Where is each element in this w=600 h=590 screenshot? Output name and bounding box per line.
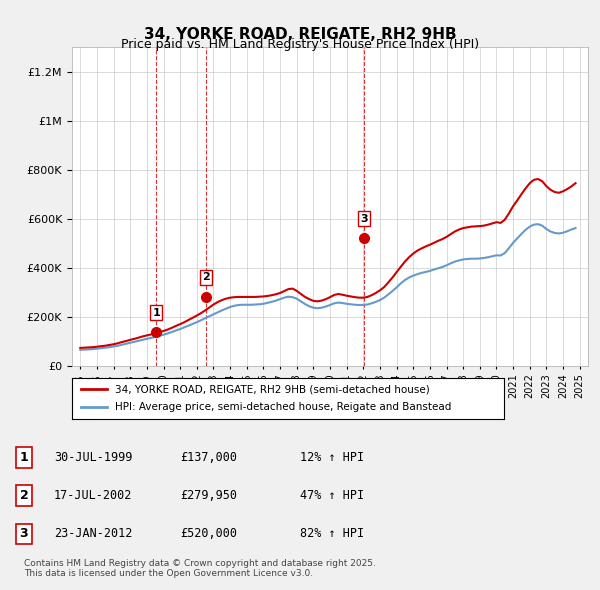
Text: 34, YORKE ROAD, REIGATE, RH2 9HB: 34, YORKE ROAD, REIGATE, RH2 9HB	[143, 27, 457, 41]
Text: 82% ↑ HPI: 82% ↑ HPI	[300, 527, 364, 540]
Text: £137,000: £137,000	[180, 451, 237, 464]
Text: 30-JUL-1999: 30-JUL-1999	[54, 451, 133, 464]
Text: 2: 2	[20, 489, 28, 502]
Text: 12% ↑ HPI: 12% ↑ HPI	[300, 451, 364, 464]
Text: 23-JAN-2012: 23-JAN-2012	[54, 527, 133, 540]
Text: £279,950: £279,950	[180, 489, 237, 502]
Text: 34, YORKE ROAD, REIGATE, RH2 9HB (semi-detached house): 34, YORKE ROAD, REIGATE, RH2 9HB (semi-d…	[115, 384, 430, 394]
Text: Price paid vs. HM Land Registry's House Price Index (HPI): Price paid vs. HM Land Registry's House …	[121, 38, 479, 51]
Text: 1: 1	[20, 451, 28, 464]
Text: 47% ↑ HPI: 47% ↑ HPI	[300, 489, 364, 502]
Text: 1: 1	[152, 307, 160, 317]
Text: 2: 2	[202, 273, 210, 283]
Text: £520,000: £520,000	[180, 527, 237, 540]
Text: Contains HM Land Registry data © Crown copyright and database right 2025.
This d: Contains HM Land Registry data © Crown c…	[24, 559, 376, 578]
Text: 3: 3	[361, 214, 368, 224]
Text: HPI: Average price, semi-detached house, Reigate and Banstead: HPI: Average price, semi-detached house,…	[115, 402, 452, 412]
Text: 3: 3	[20, 527, 28, 540]
Text: 17-JUL-2002: 17-JUL-2002	[54, 489, 133, 502]
